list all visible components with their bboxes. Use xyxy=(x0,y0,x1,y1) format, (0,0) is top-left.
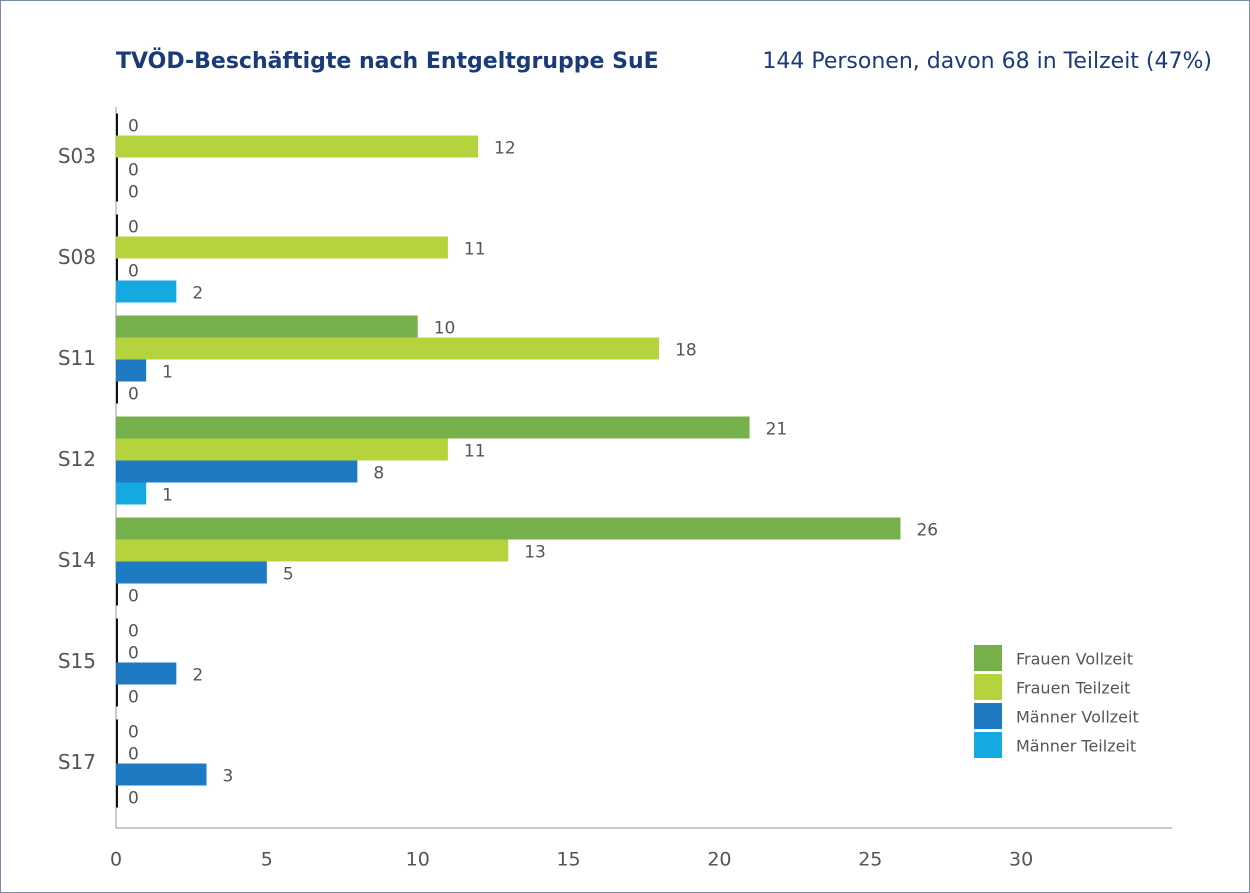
value-label: 0 xyxy=(128,644,139,664)
value-label: 0 xyxy=(128,117,139,137)
value-label: 2 xyxy=(192,284,203,304)
value-label: 2 xyxy=(192,666,203,686)
value-label: 0 xyxy=(128,385,139,405)
value-label: 1 xyxy=(162,486,173,506)
value-label: 0 xyxy=(128,218,139,238)
x-tick-label: 30 xyxy=(1009,849,1033,871)
value-label: 12 xyxy=(494,139,516,159)
bar xyxy=(116,416,750,439)
value-label: 8 xyxy=(373,464,384,484)
value-label: 0 xyxy=(128,183,139,203)
y-tick-label: S03 xyxy=(58,144,96,168)
value-label: 0 xyxy=(128,789,139,809)
chart-title: TVÖD-Beschäftigte nach Entgeltgruppe SuE xyxy=(116,48,659,74)
value-label: 0 xyxy=(128,688,139,708)
bar xyxy=(116,539,509,562)
x-tick-label: 20 xyxy=(707,849,731,871)
value-label: 0 xyxy=(128,745,139,765)
value-label: 26 xyxy=(916,521,938,541)
legend-label: Männer Teilzeit xyxy=(1016,737,1136,756)
value-label: 11 xyxy=(464,442,486,462)
bar xyxy=(116,438,448,461)
legend-swatch xyxy=(974,732,1002,758)
legend-swatch xyxy=(974,674,1002,700)
legend-label: Männer Vollzeit xyxy=(1016,708,1139,727)
bar xyxy=(116,460,358,483)
bar xyxy=(116,236,448,259)
value-label: 10 xyxy=(434,319,456,339)
value-label: 11 xyxy=(464,240,486,260)
value-label: 0 xyxy=(128,161,139,181)
bar xyxy=(116,337,660,360)
bar xyxy=(116,482,147,505)
y-tick-label: S08 xyxy=(58,245,96,269)
value-label: 3 xyxy=(223,767,234,787)
value-label: 5 xyxy=(283,565,294,585)
y-tick-label: S11 xyxy=(58,346,96,370)
x-tick-label: 15 xyxy=(556,849,580,871)
value-label: 21 xyxy=(766,420,788,440)
value-label: 18 xyxy=(675,341,697,361)
value-label: 13 xyxy=(524,543,546,563)
x-tick-label: 5 xyxy=(261,849,273,871)
y-tick-label: S15 xyxy=(58,649,96,673)
value-label: 0 xyxy=(128,622,139,642)
bar xyxy=(116,135,479,158)
x-tick-label: 0 xyxy=(110,849,122,871)
bar xyxy=(116,561,267,584)
value-label: 0 xyxy=(128,723,139,743)
bar xyxy=(116,280,177,303)
value-label: 1 xyxy=(162,363,173,383)
value-label: 0 xyxy=(128,262,139,282)
legend-swatch xyxy=(974,645,1002,671)
chart-subtitle: 144 Personen, davon 68 in Teilzeit (47%) xyxy=(762,49,1212,74)
legend-swatch xyxy=(974,703,1002,729)
y-tick-label: S17 xyxy=(58,750,96,774)
legend-label: Frauen Vollzeit xyxy=(1016,650,1133,669)
bar xyxy=(116,763,207,786)
bar xyxy=(116,517,901,540)
value-label: 0 xyxy=(128,587,139,607)
x-tick-label: 10 xyxy=(406,849,430,871)
x-tick-label: 25 xyxy=(858,849,882,871)
y-tick-label: S14 xyxy=(58,548,96,572)
bar xyxy=(116,359,147,382)
bar xyxy=(116,662,177,685)
legend-label: Frauen Teilzeit xyxy=(1016,679,1130,698)
bar xyxy=(116,315,418,338)
y-tick-label: S12 xyxy=(58,447,96,471)
